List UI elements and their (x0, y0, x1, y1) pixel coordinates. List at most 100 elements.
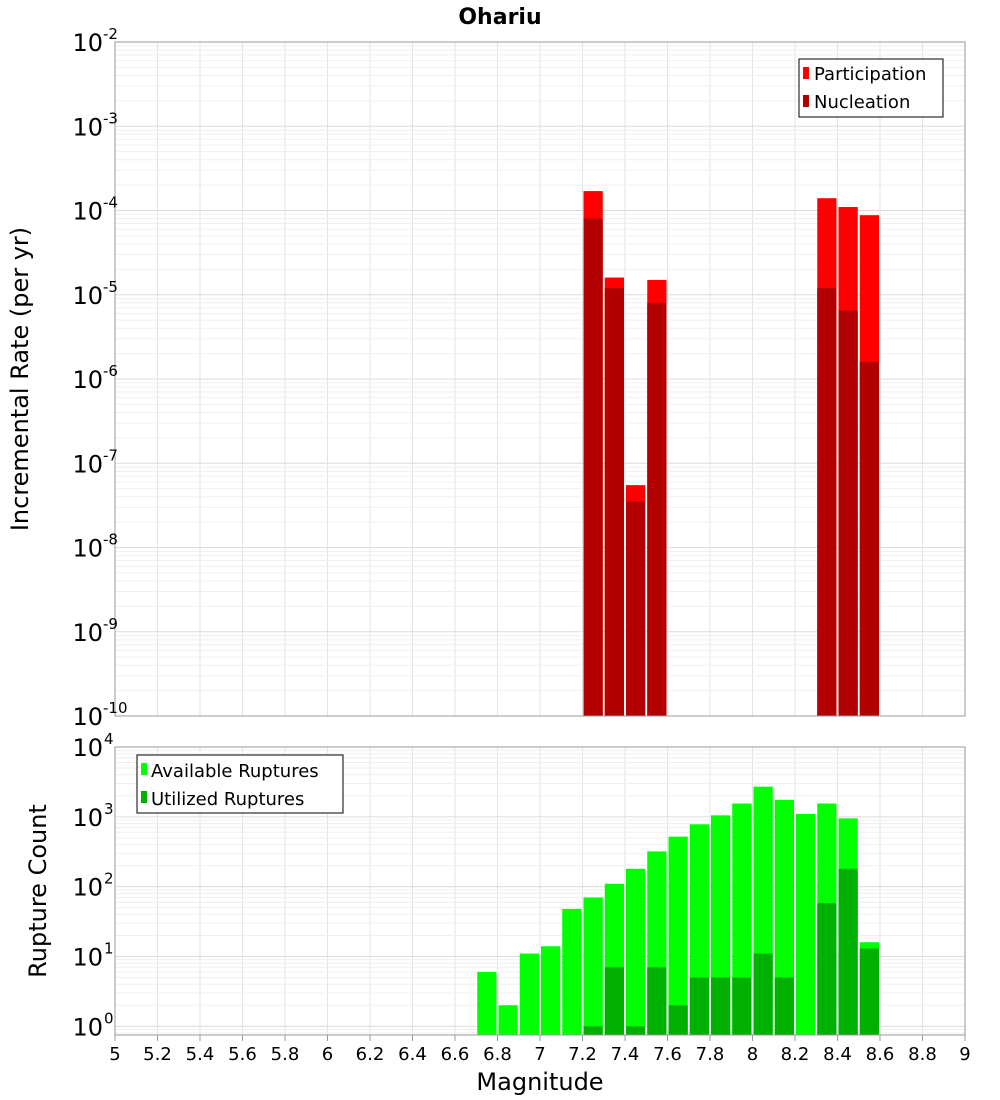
utilized-ruptures-bar (774, 977, 794, 1035)
rate-y-tick-exponent: -6 (103, 362, 118, 380)
rate-y-tick-exponent: -5 (103, 278, 118, 296)
count-y-tick-base: 10 (72, 734, 103, 762)
rate-y-tick-base: 10 (72, 535, 103, 563)
rate-y-tick-label: 10 -6 (72, 362, 118, 394)
available-ruptures-bar (562, 908, 582, 1035)
rate-y-tick-exponent: -7 (103, 446, 118, 464)
available-ruptures-bar (626, 868, 646, 1035)
count-y-tick-exponent: 2 (104, 870, 114, 888)
rate-bars (583, 191, 879, 717)
legend-label-nucleation: Nucleation (814, 92, 910, 113)
utilized-ruptures-bar (689, 977, 709, 1035)
rate-y-tick-exponent: -4 (103, 194, 118, 212)
x-tick-label: 7.4 (611, 1044, 640, 1065)
available-ruptures-bar (519, 953, 539, 1035)
legend-label-utilized: Utilized Ruptures (151, 789, 304, 810)
x-tick-label: 7.8 (696, 1044, 725, 1065)
rate-y-tick-label: 10 -7 (72, 446, 118, 478)
x-tick-label: 7 (534, 1044, 545, 1065)
count-y-tick-base: 10 (72, 943, 103, 971)
utilized-ruptures-bar (817, 903, 837, 1035)
rate-y-tick-base: 10 (72, 282, 103, 310)
rate-y-tick-exponent: -2 (103, 25, 118, 43)
available-ruptures-bar (477, 971, 497, 1035)
available-ruptures-bar (541, 946, 561, 1035)
rate-y-tick-label: 10 -8 (72, 531, 118, 563)
rate-gridlines (114, 42, 966, 717)
utilized-ruptures-bar (604, 967, 624, 1035)
chart-title: Ohariu (458, 5, 541, 30)
legend-swatch-nucleation (803, 95, 809, 107)
nucleation-bar (647, 302, 667, 716)
nucleation-bar (604, 288, 624, 716)
x-tick-label: 5.6 (228, 1044, 257, 1065)
available-ruptures-bar (583, 897, 603, 1035)
utilized-ruptures-bar (626, 1026, 646, 1035)
rate-y-tick-base: 10 (72, 450, 103, 478)
rate-y-tick-base: 10 (72, 198, 103, 226)
count-legend: Available Ruptures Utilized Ruptures (136, 754, 344, 814)
utilized-ruptures-bar (838, 868, 858, 1035)
count-y-tick-label: 10 4 (72, 730, 113, 762)
count-legend-box (136, 754, 344, 814)
count-y-tick-label: 10 1 (72, 939, 113, 971)
x-tick-label: 5 (109, 1044, 120, 1065)
count-y-tick-label: 10 3 (72, 800, 113, 832)
utilized-ruptures-bar (859, 948, 879, 1035)
available-ruptures-bar (498, 1005, 518, 1035)
utilized-ruptures-bar (647, 967, 667, 1035)
count-y-tick-base: 10 (72, 1013, 103, 1041)
legend-label-participation: Participation (814, 64, 926, 85)
nucleation-bar (838, 310, 858, 716)
x-tick-label: 6 (322, 1044, 333, 1065)
rate-y-tick-label: 10 -5 (72, 278, 118, 310)
count-y-tick-exponent: 4 (104, 730, 114, 748)
x-tick-label: 8.4 (823, 1044, 852, 1065)
x-tick-label: 8.6 (866, 1044, 895, 1065)
legend-swatch-participation (803, 67, 809, 79)
utilized-ruptures-bar (732, 977, 752, 1035)
count-y-tick-base: 10 (72, 874, 103, 902)
available-ruptures-bar (774, 799, 794, 1035)
rate-y-tick-label: 10 -3 (72, 109, 118, 141)
rate-y-tick-label: 10 -2 (72, 25, 118, 57)
x-tick-label: 9 (959, 1044, 970, 1065)
available-ruptures-bar (732, 803, 752, 1035)
rate-y-axis-title: Incremental Rate (per yr) (6, 227, 34, 531)
rate-y-tick-base: 10 (72, 703, 103, 731)
rate-y-tick-base: 10 (72, 113, 103, 141)
available-ruptures-bar (796, 813, 816, 1035)
rate-y-tick-exponent: -8 (103, 531, 118, 549)
legend-label-available: Available Ruptures (151, 761, 319, 782)
rate-y-tick-label: 10 -10 (72, 699, 127, 731)
x-tick-label: 7.2 (568, 1044, 597, 1065)
nucleation-bar (817, 288, 837, 716)
utilized-ruptures-bar (753, 953, 773, 1035)
x-tick-label: 6.4 (398, 1044, 427, 1065)
count-y-tick-exponent: 1 (104, 939, 114, 957)
rate-y-tick-base: 10 (72, 29, 103, 57)
x-tick-label: 5.2 (143, 1044, 172, 1065)
x-tick-label: 8 (747, 1044, 758, 1065)
rate-panel: 10-210-310-410-510-610-710-810-910-10 In… (6, 25, 966, 731)
rate-y-ticks: 10-210-310-410-510-610-710-810-910-10 (72, 25, 127, 731)
rate-y-tick-exponent: -10 (103, 699, 128, 717)
utilized-ruptures-bar (583, 1026, 603, 1035)
rate-legend: Participation Nucleation (798, 58, 944, 118)
rate-plot-border (114, 41, 966, 717)
x-tick-label: 7.6 (653, 1044, 682, 1065)
count-y-axis-title: Rupture Count (24, 804, 52, 978)
x-tick-label: 8.2 (781, 1044, 810, 1065)
x-axis-title: Magnitude (476, 1068, 603, 1096)
rate-legend-box (798, 58, 944, 118)
x-tick-label: 6.6 (441, 1044, 470, 1065)
nucleation-bar (583, 218, 603, 716)
rate-y-tick-exponent: -3 (103, 109, 118, 127)
x-tick-label: 5.8 (271, 1044, 300, 1065)
count-x-ticks: 5 5.2 5.4 5.6 5.8 6 6.2 6.4 6.6 6.8 7 7.2 7.4 7.6 7.8 8… (109, 1035, 971, 1065)
x-tick-label: 6.8 (483, 1044, 512, 1065)
rate-y-tick-label: 10 -4 (72, 194, 118, 226)
count-bars (477, 786, 879, 1035)
